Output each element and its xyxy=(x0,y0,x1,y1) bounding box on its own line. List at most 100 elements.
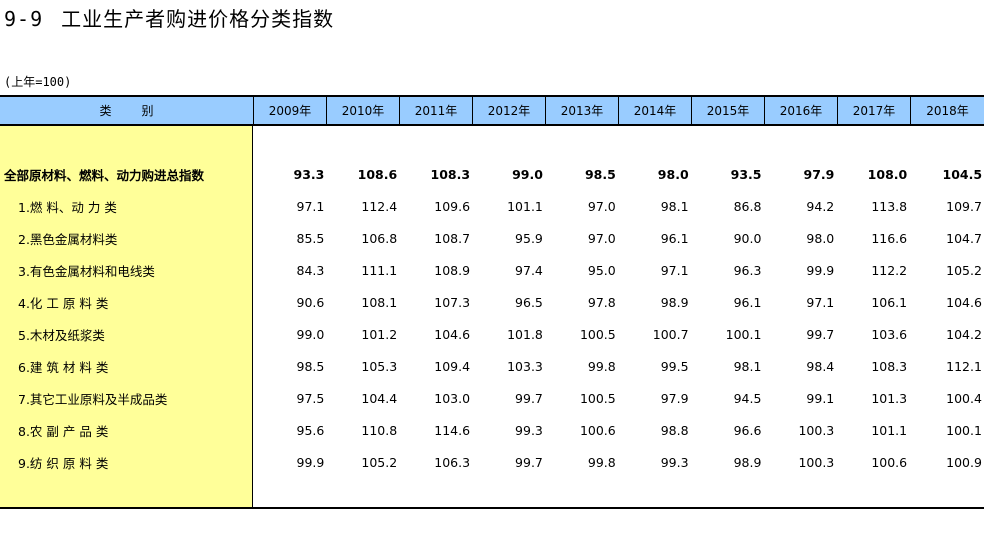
cell-value: 98.9 xyxy=(660,294,689,310)
cell-value: 112.1 xyxy=(946,358,982,374)
cell-value: 109.7 xyxy=(946,198,982,214)
row-label: 3.有色金属材料和电线类 xyxy=(18,263,155,279)
table-row: 3.有色金属材料和电线类 84.3 111.1 108.9 97.4 95.0 … xyxy=(0,254,984,286)
cell-value: 97.0 xyxy=(587,230,616,246)
header-category: 类别 xyxy=(99,104,184,118)
cell-value: 114.6 xyxy=(434,422,471,438)
cell-value: 99.5 xyxy=(660,358,689,374)
cell-value: 95.0 xyxy=(587,262,616,278)
cell-value: 104.5 xyxy=(942,166,983,182)
cell-value: 101.2 xyxy=(361,326,398,342)
cell-value: 98.5 xyxy=(584,166,616,182)
cell-value: 97.0 xyxy=(587,198,616,214)
row-label: 8.农 副 产 品 类 xyxy=(18,423,109,439)
cell-value: 97.9 xyxy=(660,390,689,406)
cell-value: 98.9 xyxy=(733,454,762,470)
table-row: 1.燃 料、动 力 类 97.1 112.4 109.6 101.1 97.0 … xyxy=(0,190,984,222)
cell-value: 104.2 xyxy=(946,326,982,342)
header-year: 2012年 xyxy=(472,97,545,124)
cell-value: 99.8 xyxy=(587,358,616,374)
cell-value: 105.2 xyxy=(946,262,982,278)
cell-value: 100.1 xyxy=(725,326,762,342)
cell-value: 101.3 xyxy=(871,390,908,406)
cell-value: 95.9 xyxy=(515,230,543,246)
cell-value: 90.6 xyxy=(296,294,325,310)
cell-value: 99.9 xyxy=(296,454,325,470)
cell-value: 94.2 xyxy=(806,198,835,214)
cell-value: 97.1 xyxy=(660,262,689,278)
cell-value: 108.3 xyxy=(430,166,471,182)
cell-value: 98.5 xyxy=(296,358,325,374)
cell-value: 101.8 xyxy=(507,326,543,342)
cell-value: 108.7 xyxy=(434,230,471,246)
row-label: 6.建 筑 材 料 类 xyxy=(18,359,109,375)
row-label: 7.其它工业原料及半成品类 xyxy=(18,391,168,407)
cell-value: 100.6 xyxy=(871,454,908,470)
cell-value: 110.8 xyxy=(361,422,398,438)
cell-value: 90.0 xyxy=(733,230,762,246)
cell-value: 94.5 xyxy=(733,390,762,406)
table-header: 类别 2009年 2010年 2011年 2012年 2013年 2014年 2… xyxy=(0,95,984,126)
cell-value: 97.5 xyxy=(296,390,325,406)
cell-value: 99.1 xyxy=(806,390,835,406)
cell-value: 97.4 xyxy=(515,262,543,278)
cell-value: 99.7 xyxy=(806,326,835,342)
cell-value: 108.6 xyxy=(357,166,398,182)
cell-value: 99.9 xyxy=(806,262,835,278)
page-title: 9-9 工业生产者购进价格分类指数 xyxy=(4,6,334,32)
cell-value: 85.5 xyxy=(296,230,325,246)
category-column xyxy=(0,126,253,507)
header-year: 2011年 xyxy=(399,97,472,124)
cell-value: 100.9 xyxy=(946,454,982,470)
table-title: 工业生产者购进价格分类指数 xyxy=(61,7,335,31)
cell-value: 109.6 xyxy=(434,198,471,214)
header-year: 2014年 xyxy=(618,97,691,124)
row-label: 5.木材及纸浆类 xyxy=(18,327,105,343)
header-year: 2013年 xyxy=(545,97,618,124)
cell-value: 98.8 xyxy=(660,422,689,438)
cell-value: 116.6 xyxy=(871,230,908,246)
cell-value: 99.3 xyxy=(660,454,689,470)
cell-value: 100.3 xyxy=(798,422,835,438)
cell-value: 100.3 xyxy=(798,454,835,470)
cell-value: 93.3 xyxy=(293,166,325,182)
cell-value: 103.0 xyxy=(434,390,471,406)
cell-value: 105.3 xyxy=(361,358,398,374)
cell-value: 98.0 xyxy=(657,166,689,182)
cell-value: 112.2 xyxy=(871,262,908,278)
cell-value: 100.1 xyxy=(946,422,982,438)
table-row: 4.化 工 原 料 类 90.6 108.1 107.3 96.5 97.8 9… xyxy=(0,286,984,318)
header-year: 2010年 xyxy=(326,97,399,124)
cell-value: 106.1 xyxy=(871,294,908,310)
cell-value: 98.0 xyxy=(806,230,835,246)
cell-value: 101.1 xyxy=(871,422,908,438)
cell-value: 99.0 xyxy=(512,166,543,182)
cell-value: 107.3 xyxy=(434,294,471,310)
cell-value: 96.5 xyxy=(515,294,543,310)
cell-value: 99.8 xyxy=(587,454,616,470)
cell-value: 109.4 xyxy=(434,358,471,374)
cell-value: 112.4 xyxy=(361,198,398,214)
table-row: 6.建 筑 材 料 类 98.5 105.3 109.4 103.3 99.8 … xyxy=(0,350,984,382)
row-label: 4.化 工 原 料 类 xyxy=(18,295,109,311)
cell-value: 108.9 xyxy=(434,262,471,278)
header-year: 2018年 xyxy=(910,97,984,124)
cell-value: 113.8 xyxy=(871,198,908,214)
cell-value: 100.4 xyxy=(946,390,982,406)
table-number: 9-9 xyxy=(4,7,44,31)
unit-note: (上年=100) xyxy=(4,75,72,89)
cell-value: 97.8 xyxy=(587,294,616,310)
cell-value: 103.6 xyxy=(871,326,908,342)
cell-value: 100.5 xyxy=(579,326,616,342)
cell-value: 108.0 xyxy=(867,166,908,182)
cell-value: 96.1 xyxy=(660,230,689,246)
cell-value: 86.8 xyxy=(733,198,762,214)
header-year: 2015年 xyxy=(691,97,764,124)
cell-value: 97.1 xyxy=(806,294,835,310)
header-year: 2017年 xyxy=(837,97,910,124)
cell-value: 106.8 xyxy=(361,230,398,246)
row-label: 1.燃 料、动 力 类 xyxy=(18,199,117,215)
cell-value: 96.3 xyxy=(733,262,762,278)
cell-value: 93.5 xyxy=(730,166,762,182)
cell-value: 84.3 xyxy=(296,262,325,278)
